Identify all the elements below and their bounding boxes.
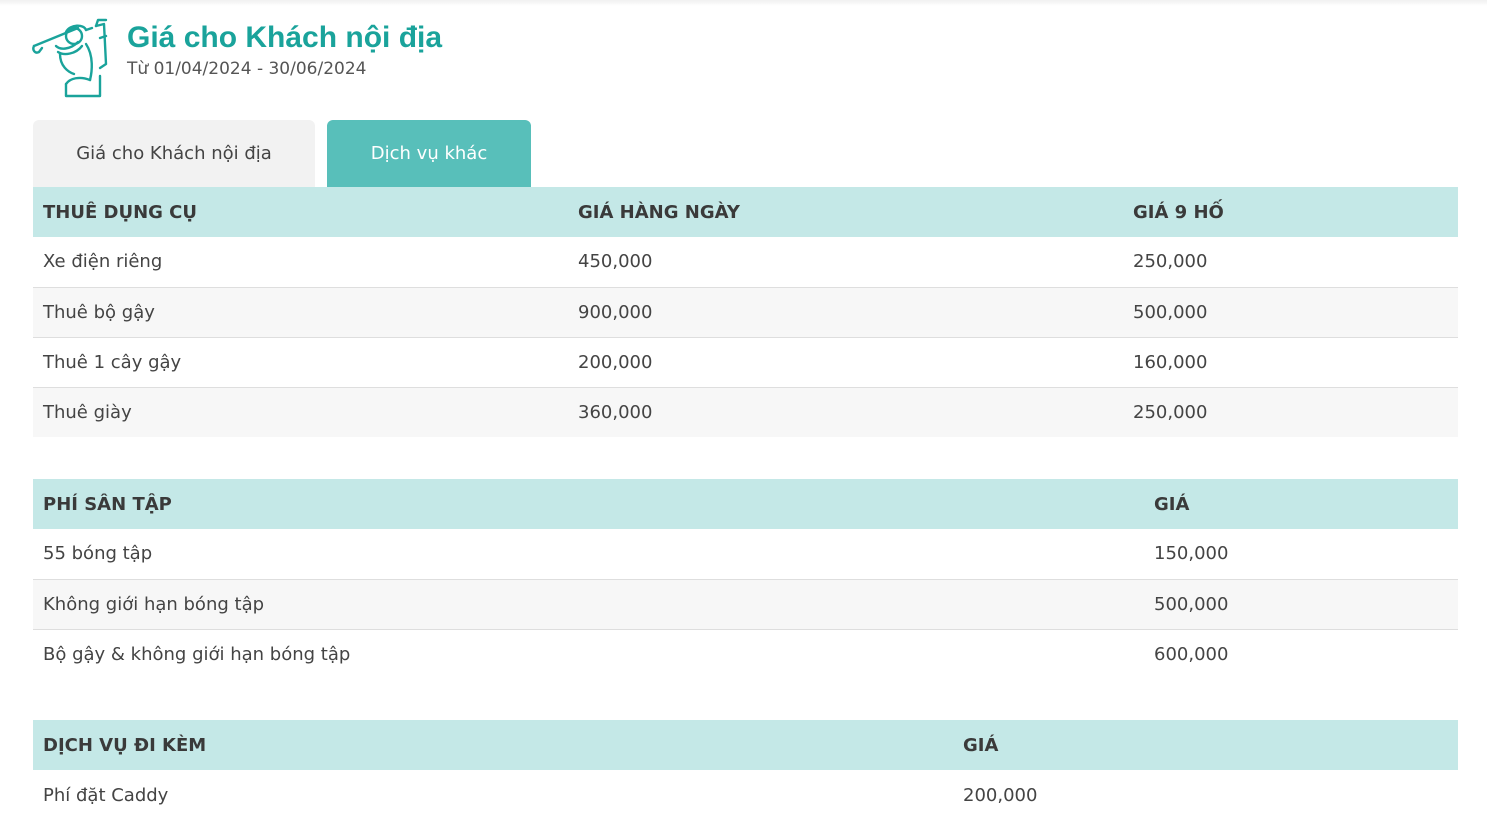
table-row: Thuê 1 cây gậy 200,000 160,000 — [33, 336, 1458, 387]
cell-9-hole-price: 500,000 — [1123, 286, 1458, 337]
page-title: Giá cho Khách nội địa — [127, 21, 443, 54]
cell-9-hole-price: 250,000 — [1123, 386, 1458, 437]
column-header-extra-service: DỊCH VỤ ĐI KÈM — [33, 720, 953, 770]
cell-9-hole-price: 250,000 — [1133, 251, 1208, 273]
table-header-row: THUÊ DỤNG CỤ GIÁ HÀNG NGÀY GIÁ 9 HỐ — [33, 187, 1458, 237]
column-header-9-hole-price: GIÁ 9 HỐ — [1123, 187, 1458, 237]
column-header-price: GIÁ — [953, 720, 1458, 770]
cell-daily-price: 360,000 — [568, 386, 1123, 437]
cell-item: Thuê bộ gậy — [33, 286, 568, 337]
cell-item: Thuê giày — [33, 386, 568, 437]
cell-item: Thuê 1 cây gậy — [33, 336, 568, 387]
practice-fee-table: PHÍ SÂN TẬP GIÁ 55 bóng tập 150,000 Khôn… — [33, 479, 1458, 679]
table-row: Thuê bộ gậy 900,000 500,000 — [33, 286, 1458, 337]
tab-bar: Giá cho Khách nội địa Dịch vụ khác — [33, 120, 531, 187]
column-header-daily-price: GIÁ HÀNG NGÀY — [568, 187, 1123, 237]
tab-other-services[interactable]: Dịch vụ khác — [327, 120, 531, 187]
cell-price: 600,000 — [1144, 628, 1458, 679]
column-header-item: THUÊ DỤNG CỤ — [33, 187, 568, 237]
page-header: Giá cho Khách nội địa Từ 01/04/2024 - 30… — [30, 16, 442, 100]
rental-table: THUÊ DỤNG CỤ GIÁ HÀNG NGÀY GIÁ 9 HỐ Xe đ… — [33, 187, 1458, 437]
table-header-row: DỊCH VỤ ĐI KÈM GIÁ — [33, 720, 1458, 770]
date-range: Từ 01/04/2024 - 30/06/2024 — [127, 59, 367, 79]
tab-domestic-prices[interactable]: Giá cho Khách nội địa — [33, 120, 315, 187]
cell-9-hole-price: 160,000 — [1123, 336, 1458, 387]
table-row: Không giới hạn bóng tập 500,000 — [33, 578, 1458, 629]
cell-item: Xe điện riêng — [43, 251, 163, 273]
cell-item: Không giới hạn bóng tập — [33, 578, 1144, 629]
cell-daily-price: 900,000 — [568, 286, 1123, 337]
cell-price: 200,000 — [963, 784, 1038, 806]
cell-daily-price: 200,000 — [568, 336, 1123, 387]
golfer-icon — [32, 18, 108, 98]
table-row: Phí đặt Caddy 200,000 — [33, 770, 1458, 820]
cell-item: Phí đặt Caddy — [43, 784, 169, 806]
cell-item: Bộ gậy & không giới hạn bóng tập — [33, 628, 1144, 679]
table-row: 55 bóng tập 150,000 — [33, 529, 1458, 579]
extra-services-table: DỊCH VỤ ĐI KÈM GIÁ Phí đặt Caddy 200,000 — [33, 720, 1458, 820]
table-row: Xe điện riêng 450,000 250,000 — [33, 237, 1458, 287]
table-row: Bộ gậy & không giới hạn bóng tập 600,000 — [33, 628, 1458, 679]
cell-price: 150,000 — [1154, 543, 1229, 565]
column-header-price: GIÁ — [1144, 479, 1458, 529]
cell-item: 55 bóng tập — [43, 543, 153, 565]
cell-price: 500,000 — [1144, 578, 1458, 629]
cell-daily-price: 450,000 — [578, 251, 653, 273]
table-header-row: PHÍ SÂN TẬP GIÁ — [33, 479, 1458, 529]
column-header-practice-fee: PHÍ SÂN TẬP — [33, 479, 1144, 529]
table-row: Thuê giày 360,000 250,000 — [33, 386, 1458, 437]
top-shadow — [0, 0, 1487, 6]
